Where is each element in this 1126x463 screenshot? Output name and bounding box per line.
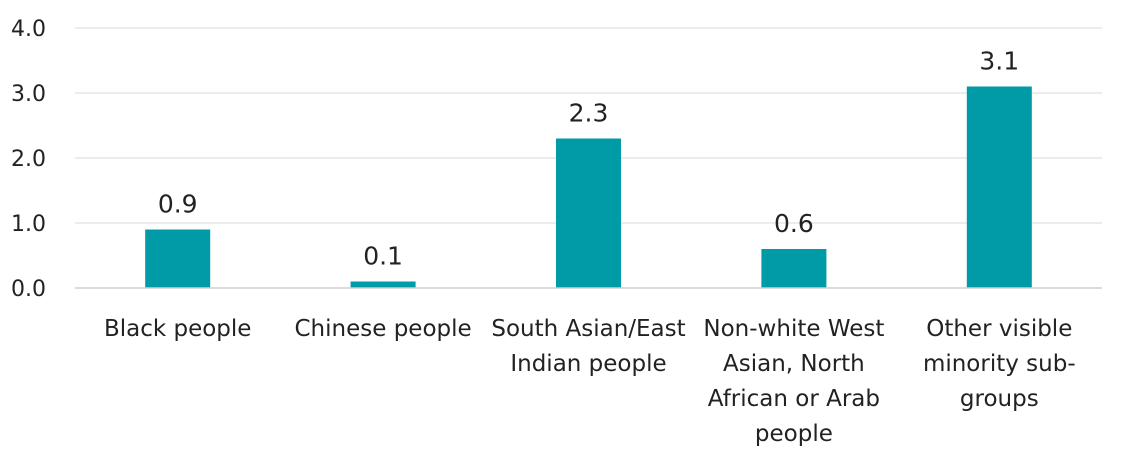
- y-tick-label: 2.0: [11, 147, 46, 172]
- y-tick-label: 4.0: [11, 17, 46, 42]
- category-label: Other visible minority sub-groups: [923, 316, 1076, 412]
- data-label: 3.1: [979, 47, 1019, 76]
- category-label-line: African or Arab: [708, 386, 880, 412]
- data-label: 0.1: [363, 242, 403, 271]
- data-label: 0.9: [158, 190, 198, 219]
- category-label: South Asian/East Indian people: [491, 316, 685, 377]
- category-label-line: Chinese people: [295, 316, 472, 342]
- bar: [556, 138, 621, 288]
- y-tick-label: 3.0: [11, 82, 46, 107]
- category-label-line: Asian, North: [723, 351, 865, 377]
- y-tick-label: 0.0: [11, 277, 46, 302]
- bar: [350, 281, 416, 288]
- bar: [966, 86, 1032, 288]
- category-label-line: Other visible: [926, 316, 1072, 342]
- category-label: Black people: [104, 316, 252, 342]
- category-label-line: groups: [960, 386, 1039, 412]
- category-labels: Black people Chinese people South Asian/Ea…: [104, 316, 1076, 447]
- category-label: Chinese people: [295, 316, 472, 342]
- category-label-line: Indian people: [510, 351, 666, 377]
- category-label-line: people: [755, 421, 833, 447]
- category-label-line: minority sub-: [923, 351, 1076, 377]
- data-label: 2.3: [569, 99, 609, 128]
- category-label-line: Black people: [104, 316, 252, 342]
- data-label: 0.6: [774, 209, 814, 238]
- y-tick-label: 1.0: [11, 212, 46, 237]
- category-label: Non-white West Asian, North African or Ara…: [703, 316, 884, 447]
- y-axis-tick-labels: 0.0 1.0 2.0 3.0 4.0: [11, 17, 46, 302]
- bars: [145, 86, 1032, 288]
- category-label-line: Non-white West: [703, 316, 884, 342]
- category-label-line: South Asian/East: [491, 316, 685, 342]
- bar: [761, 249, 827, 288]
- data-labels: 0.9 0.1 2.3 0.6 3.1: [158, 47, 1019, 271]
- bar: [145, 229, 211, 288]
